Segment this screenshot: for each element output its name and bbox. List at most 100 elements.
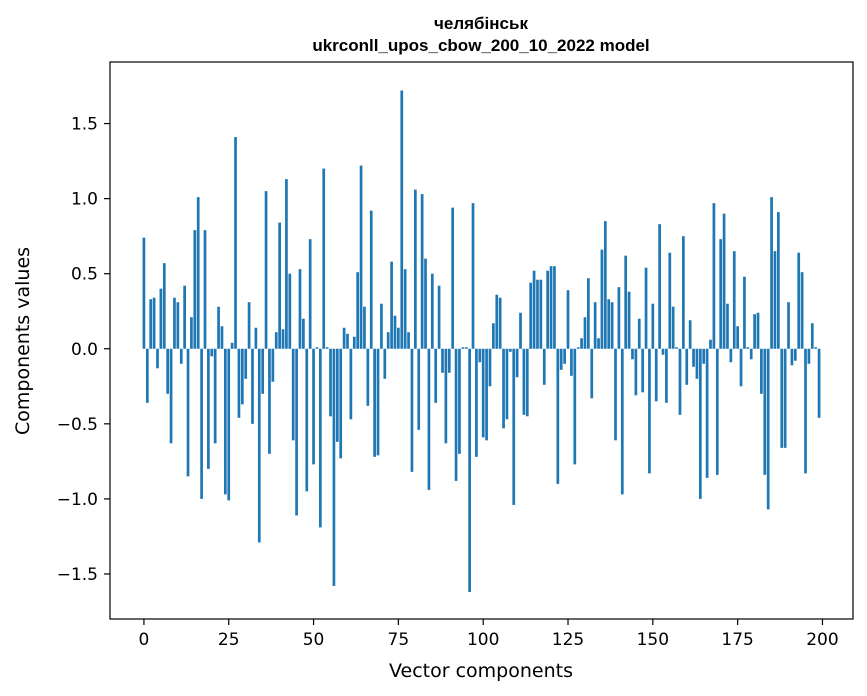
bar-2 [149, 299, 153, 349]
bar-133 [593, 302, 597, 349]
bar-23 [220, 326, 224, 349]
bar-119 [546, 270, 550, 349]
bar-79 [410, 348, 414, 472]
bar-199 [817, 348, 821, 418]
bar-29 [240, 348, 244, 405]
bar-1 [145, 348, 149, 403]
bar-40 [278, 222, 281, 349]
bar-21 [213, 348, 217, 444]
bar-172 [726, 303, 729, 349]
bar-192 [793, 348, 797, 361]
bar-163 [695, 348, 699, 379]
y-tick-label: −1.5 [57, 565, 98, 585]
bar-146 [637, 318, 641, 349]
bar-178 [746, 347, 750, 349]
bar-99 [478, 348, 482, 363]
bar-53 [322, 168, 326, 349]
bar-7 [166, 348, 170, 394]
bar-127 [573, 348, 577, 465]
bar-75 [397, 327, 400, 349]
bar-72 [386, 332, 390, 349]
bar-175 [736, 326, 739, 349]
bar-38 [271, 348, 275, 382]
bar-153 [661, 348, 665, 355]
bar-154 [665, 348, 668, 403]
bar-100 [481, 348, 485, 438]
bar-187 [777, 212, 780, 349]
bar-68 [373, 348, 376, 457]
bar-26 [230, 342, 234, 349]
bar-123 [559, 348, 563, 370]
bar-126 [570, 348, 573, 376]
bar-195 [804, 348, 807, 474]
bar-0 [142, 237, 146, 349]
bar-122 [556, 348, 560, 484]
bar-67 [369, 210, 373, 349]
y-tick-label: 0.0 [71, 340, 98, 360]
bar-81 [417, 348, 421, 430]
bar-46 [298, 269, 302, 349]
bar-28 [237, 348, 241, 418]
bar-57 [335, 348, 339, 442]
bar-22 [217, 306, 220, 349]
bar-58 [339, 348, 343, 459]
bar-171 [722, 213, 726, 349]
bar-97 [471, 203, 475, 349]
bar-77 [403, 269, 407, 349]
bar-117 [539, 279, 543, 349]
bar-14 [190, 317, 193, 349]
y-axis-label: Components values [12, 247, 34, 435]
bar-124 [563, 348, 566, 364]
bar-185 [770, 197, 773, 349]
bar-188 [780, 348, 784, 448]
bar-31 [247, 302, 251, 349]
y-tick-label: 1.5 [71, 115, 98, 135]
bar-168 [712, 203, 716, 349]
bar-66 [366, 348, 370, 406]
bar-177 [743, 276, 746, 349]
x-axis-ticks: 0 25 50 75 100 125 150 175 200 [139, 619, 839, 650]
bar-105 [498, 297, 502, 349]
bar-164 [698, 348, 702, 499]
bar-12 [183, 285, 186, 349]
bar-191 [790, 348, 794, 366]
bar-18 [203, 230, 207, 349]
bar-65 [363, 306, 366, 349]
bar-74 [393, 315, 397, 349]
bar-10 [176, 302, 180, 349]
bar-107 [505, 348, 509, 420]
bar-118 [542, 348, 546, 385]
bar-17 [200, 348, 203, 499]
bar-193 [797, 252, 801, 349]
bar-59 [342, 327, 346, 349]
bar-142 [624, 255, 628, 349]
y-tick-label: −1.0 [57, 490, 98, 510]
bar-35 [261, 348, 265, 394]
bar-147 [641, 348, 645, 393]
bar-63 [356, 272, 360, 349]
x-tick-label: 100 [467, 630, 499, 650]
bar-125 [566, 290, 570, 349]
y-tick-label: −0.5 [57, 415, 98, 435]
bar-148 [644, 267, 648, 349]
bar-13 [186, 348, 190, 477]
bar-98 [475, 348, 478, 457]
bar-4 [156, 348, 159, 369]
x-tick-label: 175 [721, 630, 753, 650]
y-tick-label: 1.0 [71, 190, 98, 210]
bar-137 [607, 299, 611, 349]
bar-86 [434, 348, 438, 403]
bar-198 [814, 347, 818, 349]
bar-145 [634, 348, 638, 396]
bar-5 [159, 288, 163, 349]
bar-113 [525, 348, 529, 417]
bar-43 [288, 273, 292, 349]
bar-30 [244, 348, 248, 379]
bar-143 [627, 291, 631, 349]
x-tick-label: 75 [388, 630, 410, 650]
bar-9 [173, 297, 176, 349]
bar-82 [420, 194, 424, 349]
bar-121 [553, 266, 556, 349]
bar-111 [519, 312, 522, 349]
